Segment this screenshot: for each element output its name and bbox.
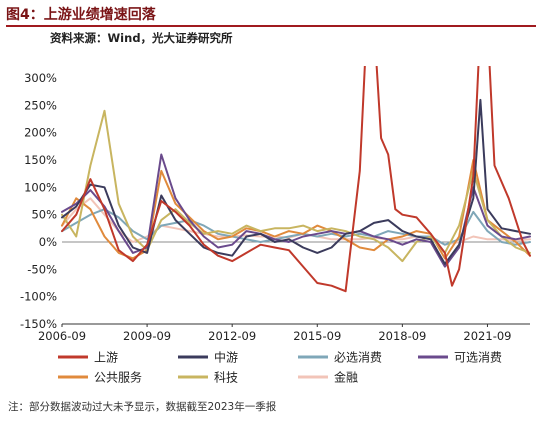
series-layer [61,66,531,293]
y-tick-label: 300% [24,71,57,85]
y-tick-label: 100% [24,180,57,194]
y-tick-label: -50% [27,262,57,276]
legend-label-midstream: 中游 [214,350,238,365]
x-tick-label: 2006-09 [38,329,86,343]
y-tick-label: -100% [20,290,57,304]
figure-label: 图4： [6,7,44,23]
y-tick-label: -150% [20,317,57,331]
legend-label-utilities: 公共服务 [94,370,142,385]
legend-label-staples: 必选消费 [334,351,382,365]
y-tick-label: 150% [24,153,57,167]
figure-title-text: 上游业绩增速回落 [43,7,156,23]
series-line-upstream [61,66,531,293]
x-tick-label: 2018-09 [378,329,426,343]
series-line-tech [61,109,531,263]
axes-layer: 300%250%200%150%100%50%0%-50%-100%-150%2… [20,71,530,343]
series-line-discretionary [61,153,531,268]
y-tick-label: 0% [39,235,57,249]
figure-title: 图4：上游业绩增速回落 [6,4,156,24]
figure-note: 注：部分数据波动过大未予显示，数据截至2023年一季报 [8,401,277,413]
title-rule [6,25,536,27]
x-tick-label: 2015-09 [293,329,341,343]
x-tick-label: 2009-09 [123,329,171,343]
legend-label-discretionary: 可选消费 [454,351,502,365]
x-tick-label: 2021-09 [463,329,511,343]
y-tick-label: 200% [24,126,57,140]
y-tick-label: 250% [24,98,57,112]
legend-label-finance: 金融 [334,370,358,385]
legend-label-tech: 科技 [214,371,238,385]
series-line-staples [61,208,531,246]
y-tick-label: 50% [31,208,57,222]
figure-source: 资料来源：Wind，光大证券研究所 [50,31,233,45]
legend-label-upstream: 上游 [94,351,118,365]
x-tick-label: 2012-09 [208,329,256,343]
